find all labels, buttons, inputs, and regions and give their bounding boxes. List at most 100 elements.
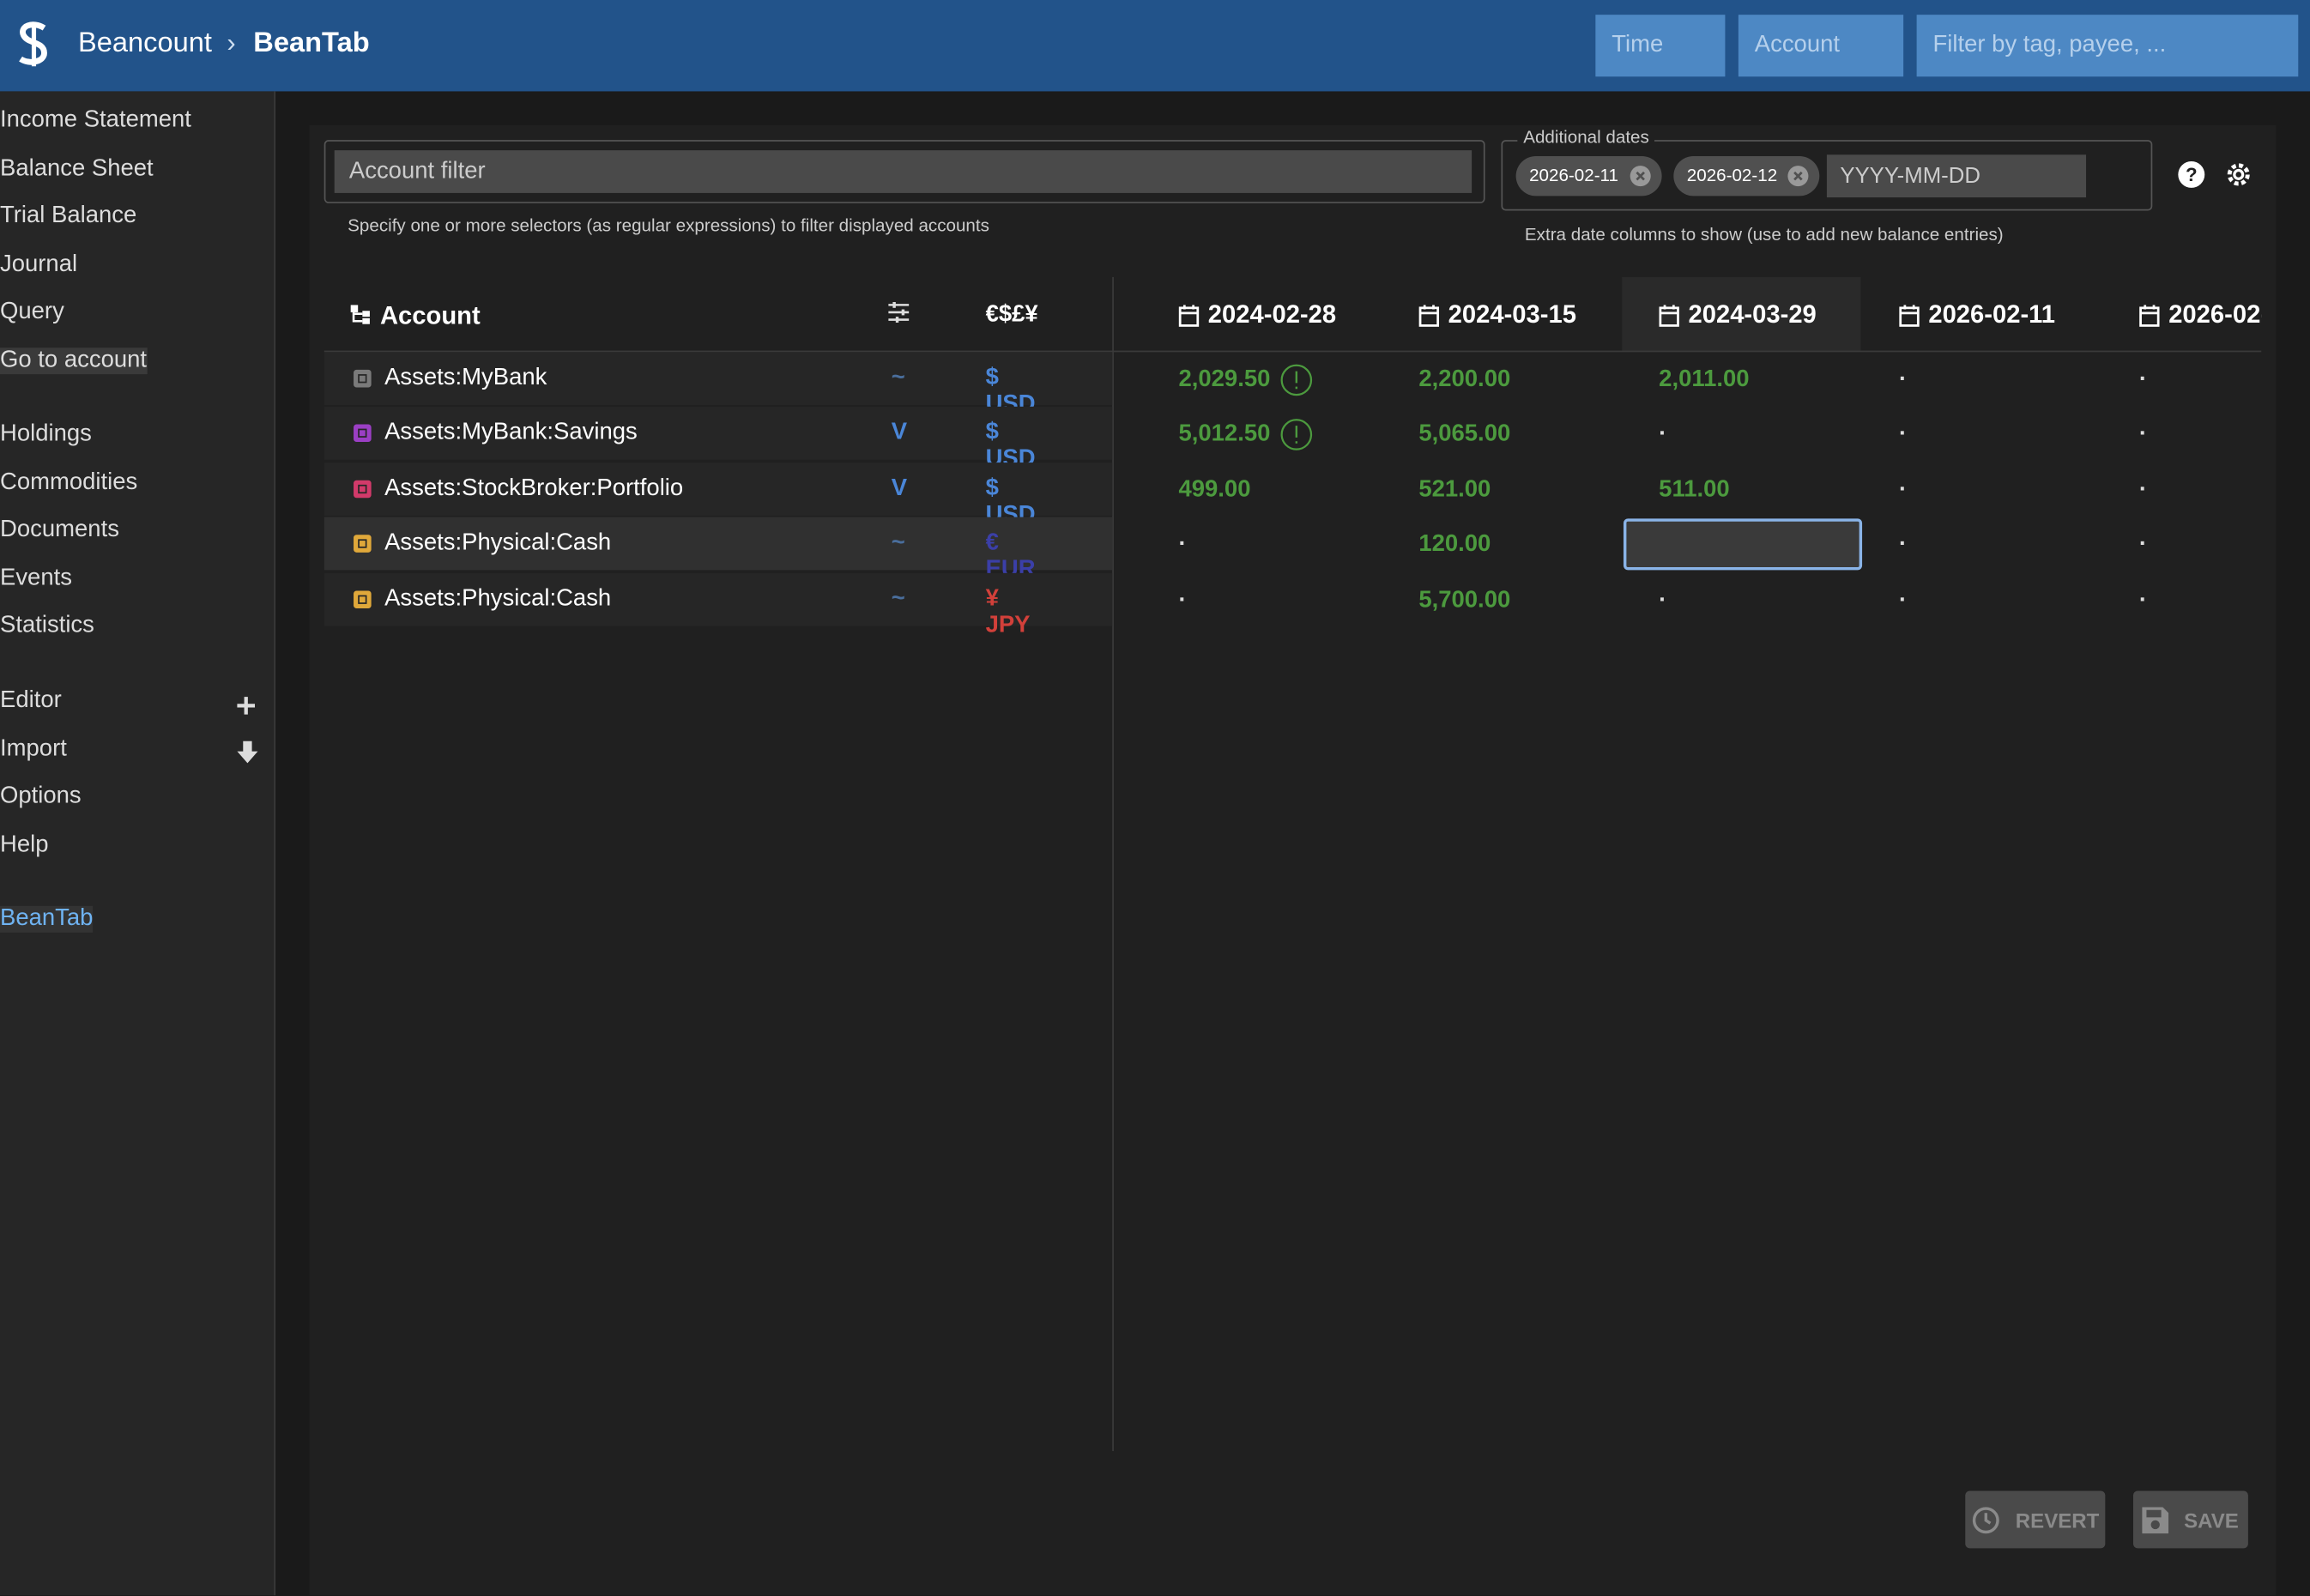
balance-value: · <box>1899 366 1908 392</box>
nav-item[interactable]: Statistics <box>0 613 94 639</box>
date-header-label: 2026-02-11 <box>1928 300 2056 329</box>
balance-cell[interactable]: 499.00 <box>1178 462 1250 517</box>
account-icon <box>354 480 372 498</box>
balance-cell[interactable]: 5,700.00 <box>1418 572 1510 627</box>
date-header[interactable]: 2026-02-12 <box>2139 300 2261 329</box>
balance-cell[interactable]: · <box>2139 408 2147 462</box>
account-cell-bg <box>324 462 1113 516</box>
download-icon[interactable] <box>237 741 258 765</box>
account-icon-inner <box>358 429 367 438</box>
balance-cell[interactable]: · <box>2139 352 2147 407</box>
balance-cell[interactable]: · <box>2139 517 2147 572</box>
tune-icon[interactable] <box>888 301 910 323</box>
dates-hint: Extra date columns to show (use to add n… <box>1524 223 2004 245</box>
nav-item[interactable]: Import <box>0 735 67 761</box>
nav-item[interactable]: Journal <box>0 251 78 277</box>
balance-value: · <box>2138 366 2147 392</box>
nav-item[interactable]: Help <box>0 831 49 857</box>
save-button[interactable]: SAVE <box>2132 1490 2248 1549</box>
balance-cell[interactable]: · <box>1899 408 1907 462</box>
balance-cell[interactable]: · <box>1899 517 1907 572</box>
balance-value: · <box>1899 532 1908 558</box>
date-header[interactable]: 2024-03-29 <box>1659 300 1817 329</box>
balance-value: · <box>1899 421 1908 447</box>
balance-cell[interactable]: · <box>1178 517 1186 572</box>
nav-item[interactable]: Income Statement <box>0 107 191 133</box>
balance-cell[interactable]: 521.00 <box>1418 462 1491 517</box>
tree-icon[interactable] <box>350 305 373 325</box>
account-icon <box>354 589 372 608</box>
nav-item[interactable]: Go to account <box>0 348 148 375</box>
balance-cell[interactable]: · <box>1178 572 1186 627</box>
account-name[interactable]: Assets:Physical:Cash <box>384 585 612 611</box>
warning-icon[interactable] <box>1280 418 1313 450</box>
balance-value: · <box>1178 587 1187 613</box>
flag[interactable]: ~ <box>891 365 905 390</box>
balance-cell[interactable]: · <box>1899 352 1907 407</box>
date-header[interactable]: 2026-02-11 <box>1899 300 2055 329</box>
balance-cell[interactable]: 120.00 <box>1418 517 1491 572</box>
balance-cell[interactable]: · <box>1659 408 1666 462</box>
date-header-label: 2024-03-15 <box>1448 300 1576 329</box>
date-header[interactable]: 2024-03-15 <box>1418 300 1576 329</box>
nav-item[interactable]: Query <box>0 299 64 325</box>
balance-cell[interactable]: 5,012.50 <box>1178 408 1313 462</box>
balance-value: · <box>2138 476 2147 503</box>
cell-input[interactable] <box>1623 518 1863 571</box>
balance-cell[interactable]: · <box>1659 572 1666 627</box>
account-filter-input[interactable]: Account filter <box>334 150 1472 193</box>
balance-value: · <box>1899 587 1908 613</box>
help-icon[interactable]: ? <box>2177 160 2205 189</box>
date-input[interactable]: YYYY-MM-DD <box>1826 154 2087 198</box>
revert-button[interactable]: REVERT <box>1965 1490 2106 1549</box>
settings-icon[interactable] <box>2224 160 2253 189</box>
date-header[interactable]: 2024-02-28 <box>1178 300 1336 329</box>
warning-icon[interactable] <box>1280 363 1313 396</box>
nav-item[interactable]: Events <box>0 565 72 591</box>
chip-remove[interactable] <box>1787 165 1810 187</box>
date-chip[interactable]: 2026-02-12 <box>1673 155 1820 196</box>
nav-item[interactable]: BeanTab <box>0 905 94 933</box>
balance-cell[interactable]: 511.00 <box>1659 462 1730 517</box>
account-filter-top[interactable]: Account <box>1738 15 1904 77</box>
balance-cell[interactable]: 5,065.00 <box>1418 408 1510 462</box>
flag[interactable]: ~ <box>891 585 905 611</box>
tag-filter[interactable]: Filter by tag, payee, ... <box>1916 15 2299 77</box>
nav-item[interactable]: Holdings <box>0 421 92 447</box>
date-chip[interactable]: 2026-02-11 <box>1515 155 1662 196</box>
flag[interactable]: V <box>891 475 908 501</box>
balance-value: 511.00 <box>1659 476 1730 503</box>
time-filter[interactable]: Time <box>1595 15 1726 77</box>
balance-cell[interactable]: · <box>2139 462 2147 517</box>
calendar-icon <box>1899 304 1920 326</box>
account-name[interactable]: Assets:MyBank:Savings <box>384 420 638 446</box>
account-cell-bg <box>324 572 1113 626</box>
flag[interactable]: V <box>891 420 908 446</box>
balance-cell[interactable]: · <box>2139 572 2147 627</box>
balance-cell[interactable]: 2,029.50 <box>1178 352 1313 407</box>
flag[interactable]: ~ <box>891 530 905 556</box>
nav-item[interactable]: Documents <box>0 517 119 543</box>
date-header-label: 2026-02-12 <box>2168 300 2261 329</box>
balance-value: · <box>1659 421 1667 447</box>
balance-cell[interactable]: · <box>1899 462 1907 517</box>
nav-item[interactable]: Options <box>0 783 82 809</box>
revert-label: REVERT <box>2015 1508 2100 1532</box>
nav-item[interactable]: Balance Sheet <box>0 155 154 181</box>
account-cell-bg <box>324 352 1113 406</box>
balance-cell[interactable]: · <box>1899 572 1907 627</box>
nav-item[interactable]: Trial Balance <box>0 203 137 229</box>
account-name[interactable]: Assets:StockBroker:Portfolio <box>384 475 684 501</box>
balance-cell[interactable]: 2,011.00 <box>1659 352 1749 407</box>
logo <box>19 21 47 67</box>
dates-legend: Additional dates <box>1517 126 1655 148</box>
nav-item[interactable]: Commodities <box>0 469 138 495</box>
nav-item[interactable]: Editor <box>0 687 62 713</box>
account-name[interactable]: Assets:MyBank <box>384 365 547 390</box>
balance-cell[interactable]: 2,200.00 <box>1418 352 1510 407</box>
plus-icon[interactable] <box>236 695 257 716</box>
chip-remove[interactable] <box>1630 165 1652 187</box>
account-name[interactable]: Assets:Physical:Cash <box>384 530 612 556</box>
brand[interactable]: Beancount <box>77 27 212 59</box>
